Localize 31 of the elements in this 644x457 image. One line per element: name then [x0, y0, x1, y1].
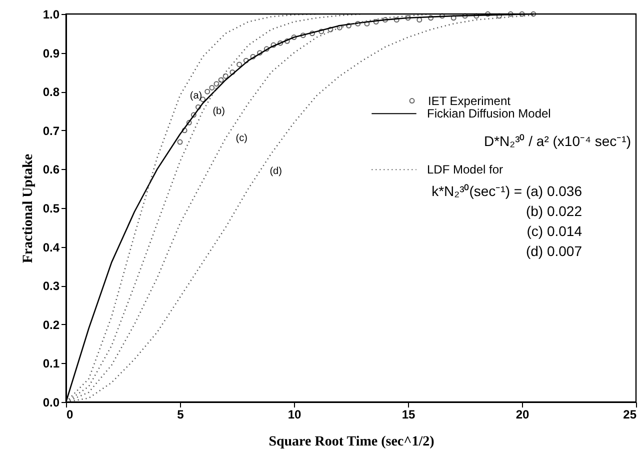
x-tick-label: 15: [402, 408, 416, 422]
y-tick-label: 0.7: [42, 124, 60, 138]
annotation: k*N₂³⁰(sec⁻¹) = (a) 0.036: [432, 183, 582, 199]
y-tick-label: 0.0: [42, 396, 60, 410]
annotation: D*N₂³⁰ / a² (x10⁻⁴ sec⁻¹): [484, 133, 631, 149]
y-tick-label: 0.9: [42, 46, 60, 60]
y-tick-label: 0.5: [42, 202, 60, 216]
y-tick-label: 0.2: [42, 318, 60, 332]
y-tick-label: 0.6: [42, 162, 60, 177]
y-axis-title: Fractional Uptake: [20, 154, 36, 264]
annotation: (a): [190, 90, 202, 102]
annotation: (b): [212, 106, 225, 117]
y-tick-label: 0.8: [42, 85, 60, 100]
annotation: (d) 0.007: [526, 243, 582, 259]
x-tick-label: 25: [623, 408, 637, 422]
legend-label: Fickian Diffusion Model: [427, 106, 551, 121]
y-tick-label: 1.0: [42, 8, 60, 22]
y-tick-label: 0.1: [42, 356, 60, 371]
x-tick-label: 10: [288, 408, 302, 422]
x-tick-label: 20: [516, 408, 530, 422]
annotation: (c): [236, 133, 248, 144]
annotation: (c) 0.014: [526, 223, 582, 239]
x-tick-label: 0: [66, 408, 74, 422]
annotation: (b) 0.022: [526, 203, 582, 219]
legend-label: LDF Model for: [427, 162, 504, 177]
y-tick-label: 0.4: [42, 240, 60, 254]
legend-label: IET Experiment: [428, 94, 512, 108]
annotation: (d): [270, 166, 282, 178]
y-tick-label: 0.3: [42, 279, 60, 294]
x-tick-label: 5: [177, 408, 184, 422]
x-axis-title: Square Root Time (sec^1/2): [268, 434, 435, 450]
